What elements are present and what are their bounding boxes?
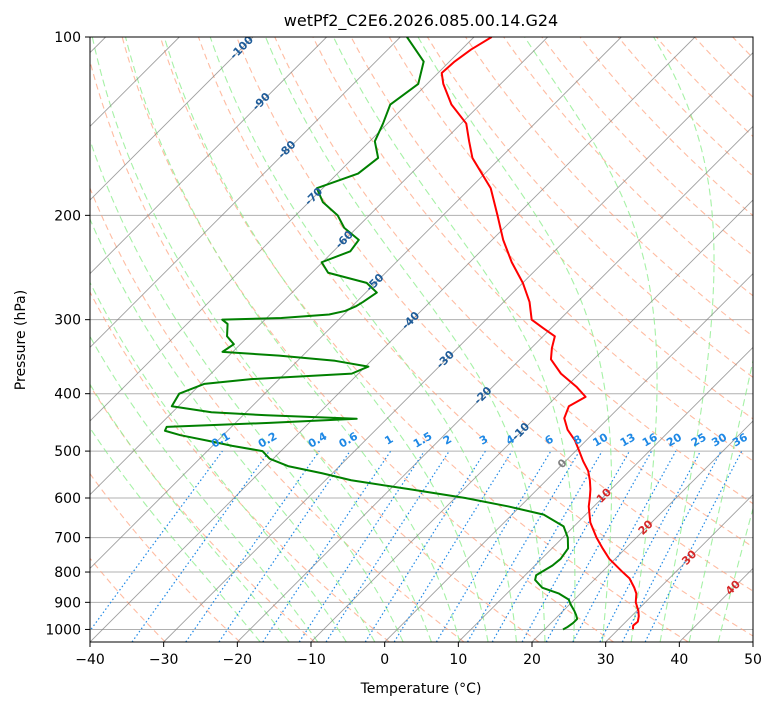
y-tick-label: 200 <box>54 208 81 224</box>
x-tick-label: −10 <box>296 652 326 668</box>
dry-adiabat-line <box>617 37 753 177</box>
dry-adiabat-line <box>90 186 465 642</box>
x-axis-label: Temperature (°C) <box>360 681 482 697</box>
plot-area: -100-90-80-70-60-50-40-30-20-10010203040… <box>90 37 753 642</box>
y-axis-ticks: 1000 900 800 700 600 500 400 300 200 100 <box>45 30 90 638</box>
mixing-ratio-line <box>466 450 580 642</box>
x-tick-label: 10 <box>449 652 467 668</box>
x-tick-label: 50 <box>744 652 762 668</box>
dry-adiabat-line <box>90 384 316 642</box>
isotherm-line <box>237 125 753 642</box>
isotherm-line <box>90 37 327 275</box>
moist-adiabat-line <box>163 37 489 642</box>
y-tick-label: 800 <box>54 565 81 581</box>
moist-adiabat-line <box>124 37 461 642</box>
moist-adiabats <box>90 37 753 642</box>
x-tick-label: −40 <box>75 652 105 668</box>
dry-adiabat-line <box>274 37 753 548</box>
moist-adiabat-line <box>524 37 658 642</box>
x-tick-label: 20 <box>523 652 541 668</box>
y-tick-label: 1000 <box>45 622 81 638</box>
isotherm-line <box>384 273 753 642</box>
dewpoint-profile-line <box>163 37 579 631</box>
dry-adiabat-line <box>159 37 689 642</box>
y-tick-label: 300 <box>54 313 81 329</box>
dry-adiabat-line <box>90 290 390 642</box>
moist-adiabat-line <box>209 37 518 642</box>
pressure-gridlines <box>90 37 753 630</box>
mixing-ratio-line <box>491 450 603 642</box>
isotherm-line <box>458 346 753 642</box>
moist-adiabat-line <box>90 335 319 642</box>
moist-adiabat-line <box>90 427 261 642</box>
isotherm-line <box>90 37 254 201</box>
dry-adiabat-line <box>503 37 753 297</box>
mixing-ratio-line <box>90 450 223 632</box>
x-tick-label: 40 <box>670 652 688 668</box>
mixing-ratio-line <box>325 450 450 642</box>
mixing-ratio-lines <box>90 450 743 642</box>
x-tick-label: −20 <box>223 652 253 668</box>
mixing-ratio-line <box>393 450 513 642</box>
isotherm-line <box>163 52 753 642</box>
x-tick-label: −30 <box>149 652 179 668</box>
profile-series <box>163 37 640 631</box>
moist-adiabat-line <box>332 37 576 642</box>
moist-adiabat-line <box>653 37 715 642</box>
isotherm-line <box>605 494 753 642</box>
isotherm-line <box>310 199 753 642</box>
plot-frame <box>89 36 754 643</box>
y-tick-label: 900 <box>54 595 81 611</box>
mixing-ratio-line <box>131 450 270 642</box>
mixing-ratio-line <box>545 450 653 642</box>
moist-adiabat-line <box>90 138 404 642</box>
x-axis-ticks: −40 −30 −20 −10 0 10 20 30 40 50 <box>75 642 762 668</box>
isotherm-line <box>90 37 401 348</box>
dry-adiabat-line <box>312 37 753 505</box>
mixing-ratio-line <box>521 450 631 642</box>
moist-adiabat-line <box>90 217 376 642</box>
moist-adiabat-line <box>90 383 290 642</box>
isotherm-line <box>531 420 753 642</box>
x-tick-label: 0 <box>380 652 389 668</box>
dry-adiabat-line <box>121 37 614 642</box>
mixing-ratio-line <box>185 450 320 642</box>
isotherm-line <box>90 37 622 569</box>
dry-adiabat-line <box>236 37 753 592</box>
isotherm-line <box>90 37 548 496</box>
moist-adiabat-line <box>90 281 347 642</box>
chart-title: wetPf2_C2E6.2026.085.00.14.G24 <box>284 11 558 31</box>
isotherm-line <box>90 37 696 642</box>
isotherms <box>90 37 753 642</box>
y-tick-label: 700 <box>54 531 81 547</box>
y-tick-label: 400 <box>54 387 81 403</box>
isotherm-line <box>90 37 475 422</box>
dry-adiabat-line <box>90 59 540 642</box>
y-tick-label: 100 <box>54 30 81 46</box>
moist-adiabat-line <box>417 37 613 642</box>
y-axis-label: Pressure (hPa) <box>13 290 29 390</box>
mixing-ratio-line <box>435 450 552 642</box>
dry-adiabat-line <box>426 37 753 379</box>
moist-adiabat-line <box>91 37 432 642</box>
mixing-ratio-line <box>572 450 677 642</box>
x-tick-label: 30 <box>597 652 615 668</box>
y-tick-label: 500 <box>54 444 81 460</box>
dry-adiabat-line <box>388 37 753 420</box>
moist-adiabat-line <box>265 37 546 642</box>
mixing-ratio-line <box>364 450 486 642</box>
moist-adiabat-line <box>688 357 753 642</box>
dry-adiabats <box>90 37 753 642</box>
y-tick-label: 600 <box>54 491 81 507</box>
temperature-profile-line <box>440 37 640 630</box>
mixing-ratio-line <box>218 450 351 642</box>
